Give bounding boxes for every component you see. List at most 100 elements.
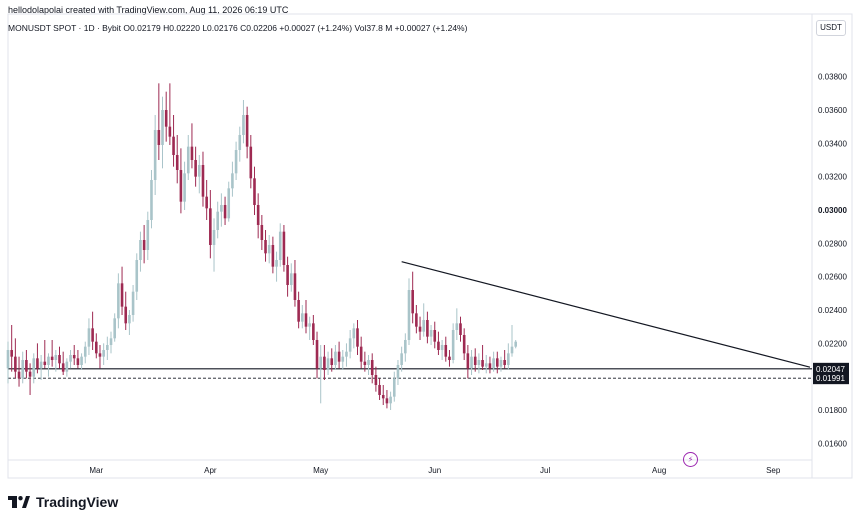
candle-body [198,165,201,177]
candle-body [146,220,150,250]
price-tag-label: 0.02047 [816,365,845,374]
candle-body [32,358,36,377]
candle-body [172,136,175,155]
candle-body [47,356,50,365]
candle-body [242,115,245,135]
candle-body [348,338,352,352]
candle-body [411,290,414,314]
candle-body [164,110,168,127]
candle-body [25,360,28,372]
candle-body [190,146,194,160]
candle-body [481,360,484,367]
lightning-icon[interactable]: ⚡ [683,452,698,467]
price-tick-label: 0.03400 [818,139,847,148]
time-tick-label: Jun [428,466,441,475]
candle-body [315,340,319,369]
candle-body [459,323,462,335]
candle-body [356,328,359,347]
price-tick-label: 0.03000 [818,206,847,215]
price-tag [813,362,849,375]
brand-name: TradingView [36,494,119,510]
candle-body [352,328,356,339]
candle-body [363,361,367,365]
candle-body [462,335,466,354]
candle-body [330,358,334,365]
candle-body [186,146,190,174]
candle-body [264,240,267,254]
candle-body [113,318,116,339]
time-tick-label: Sep [766,466,781,475]
candle-body [183,173,186,202]
candle-body [14,356,17,372]
candle-body [223,205,227,219]
candle-body [234,150,238,174]
candle-body [389,396,392,404]
candle-body [135,260,139,292]
candle-body [455,323,459,330]
candle-body [308,323,311,327]
candle-body [370,360,374,375]
candle-body [396,365,400,379]
candle-body [231,173,234,189]
candle-body [470,356,473,369]
candle-body [345,351,348,357]
candle-body [385,398,389,404]
candle-body [161,110,164,145]
candle-body [72,355,76,359]
symbol-ohlc-line: MONUSDT SPOT · 1D · Bybit O0.02179 H0.02… [8,23,468,33]
candle-body [400,353,403,365]
candle-body [477,360,481,365]
candle-body [367,360,370,365]
candle-body [201,165,205,197]
candle-body [21,360,25,379]
candle-body [337,351,341,362]
candle-body [36,358,39,369]
candle-body [205,196,208,209]
candle-body [39,361,43,369]
candle-body [433,330,437,342]
candle-body [245,115,249,147]
candle-body [212,230,216,245]
candle-body [407,290,411,340]
candle-body [484,363,488,367]
candle-body [422,320,426,332]
candle-body [54,355,58,360]
candle-body [150,180,153,220]
candle-body [334,351,337,365]
candle-body [378,385,381,395]
candle-body [117,283,120,319]
candle-body [65,361,69,372]
author-caption: hellodolapolai created with TradingView.… [8,5,289,15]
candle-body [91,328,94,342]
candle-body [153,130,157,180]
tradingview-logo-icon [8,496,30,508]
price-tick-label: 0.03800 [818,73,847,82]
candle-body [249,146,253,179]
candle-body [289,273,293,285]
candle-body [451,330,455,360]
candle-body [28,371,32,377]
candle-body [359,346,363,362]
candle-body [194,160,197,177]
candle-body [507,353,510,365]
candle-body [61,363,65,372]
candle-body [175,155,179,170]
candle-body [58,355,61,364]
price-tag [813,372,849,385]
candle-body [10,350,13,357]
candle-body [437,341,440,350]
currency-button[interactable]: USDT [816,20,846,36]
price-tick-label: 0.02800 [818,239,847,248]
time-tick-label: May [313,466,328,475]
candle-body [319,356,323,369]
candle-body [43,361,47,365]
footer-logo[interactable]: TradingView [8,494,118,510]
candle-body [426,320,429,337]
candle-body [69,355,72,362]
candle-body [444,345,448,357]
candle-body [341,356,345,362]
candle-body [120,283,124,307]
candle-body [256,205,260,225]
candle-body [297,300,300,322]
